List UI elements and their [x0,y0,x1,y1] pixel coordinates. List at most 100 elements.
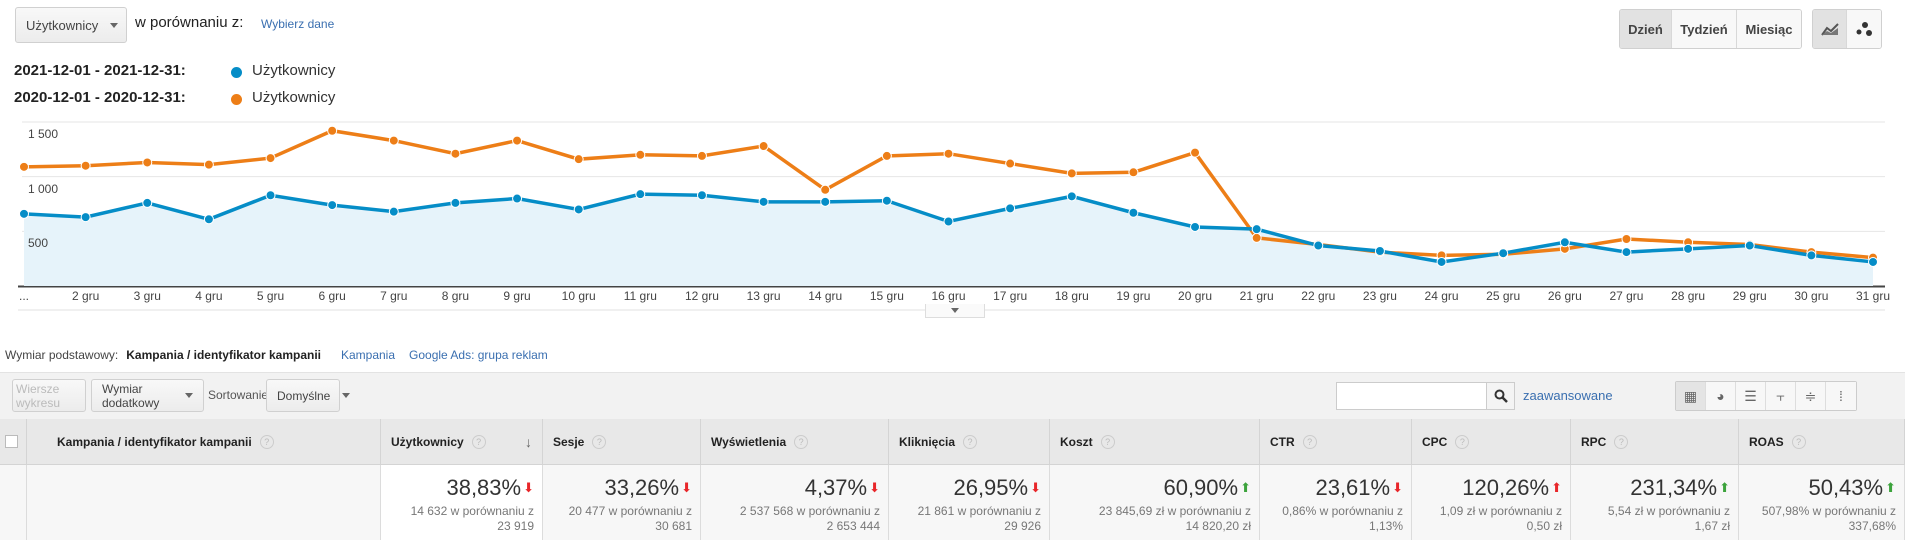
comparison-text: 5,54 zł w porównaniu z [1607,504,1730,518]
help-icon[interactable]: ? [1614,434,1629,449]
sort-select[interactable]: Domyślne [266,379,351,412]
data-point [820,184,831,195]
search-button[interactable] [1486,382,1515,410]
x-tick-label: 4 gru [195,289,223,303]
x-tick-label: 16 gru [931,289,966,303]
column-header-label: ROAS [1749,434,1784,449]
comparison-value: 1,13% [1368,519,1403,533]
data-point [943,148,954,159]
period-toggle: Dzień Tydzień Miesiąc [1619,9,1802,49]
data-point [512,135,523,146]
table-grid-icon[interactable]: ▦ [1676,382,1706,410]
compare-label: w porównaniu z: [135,14,244,31]
change-percent: 231,34% [1630,475,1718,500]
performance-bars-icon[interactable]: ☰ [1736,382,1766,410]
chevron-down-icon [110,22,119,28]
data-point [1190,147,1201,158]
pie-chart-icon[interactable]: ◕ [1706,382,1736,410]
help-icon[interactable]: ? [794,434,809,449]
data-point [1066,191,1077,202]
help-icon[interactable]: ? [471,434,486,449]
x-tick-label: 7 gru [380,289,408,303]
chart-type-toggle [1812,9,1882,49]
dimension-header[interactable]: Kampania / identyfikator kampanii? [27,419,381,465]
data-point [142,157,153,168]
column-header-ctr[interactable]: CTR? [1260,419,1412,465]
column-header-cpc[interactable]: CPC? [1412,419,1571,465]
table-search-input[interactable] [1336,382,1487,410]
choose-data-link[interactable]: Wybierz dane [261,17,335,31]
line-chart-icon[interactable] [1813,10,1847,48]
data-point [1498,248,1509,259]
select-all-checkbox[interactable] [5,435,18,448]
help-icon[interactable]: ? [259,434,274,449]
table-view-toggle: ▦ ◕ ☰ ⫟ ≑ ⁞ [1675,381,1857,411]
dimension-option-adgroup[interactable]: Google Ads: grupa reklam [409,348,548,362]
comparison-icon[interactable]: ⫟ [1766,382,1796,410]
column-header-uzytkownicy[interactable]: Użytkownicy? ↓ [381,419,543,465]
column-header-klikniecia[interactable]: Kliknięcia? [889,419,1050,465]
metric-select[interactable]: Użytkownicy [15,7,127,43]
data-point [1251,232,1262,243]
comparison-value: 2 653 444 [826,519,880,533]
period-month-button[interactable]: Miesiąc [1737,10,1801,48]
comparison-value: 0,50 zł [1526,519,1562,533]
comparison-text: 1,09 zł w porównaniu z [1439,504,1562,518]
legend-label-current: Użytkownicy [252,62,336,79]
arrow-down-icon: ⬇ [869,480,880,495]
sort-arrow-down-icon[interactable]: ↓ [525,433,532,450]
help-icon[interactable]: ? [1455,434,1470,449]
column-header-roas[interactable]: ROAS? [1739,419,1905,465]
arrow-up-icon: ⬆ [1551,480,1562,495]
column-header-label: Koszt [1060,434,1093,449]
y-tick-label: 1 000 [28,181,59,196]
x-tick-label: 9 gru [503,289,531,303]
help-icon[interactable]: ? [1302,434,1317,449]
pivot-icon[interactable]: ⁞ [1826,382,1856,410]
plot-rows-button[interactable]: Wiersze wykresu [12,379,86,412]
comparison-text: 21 861 w porównaniu z [917,504,1041,518]
legend-dot-orange-icon [231,94,242,105]
x-tick-label: 17 gru [993,289,1028,303]
motion-chart-icon[interactable] [1847,10,1881,48]
data-point [881,150,892,161]
change-percent: 33,26% [604,475,680,500]
x-tick-label: 31 gru [1855,289,1891,303]
advanced-filter-link[interactable]: zaawansowane [1523,388,1613,403]
column-header-label: RPC [1581,434,1607,449]
help-icon[interactable]: ? [963,434,978,449]
comparison-text: 14 632 w porównaniu z [410,504,534,518]
column-header-sesje[interactable]: Sesje? [543,419,701,465]
data-point [881,195,892,206]
term-cloud-icon[interactable]: ≑ [1796,382,1826,410]
help-icon[interactable]: ? [1791,434,1806,449]
legend-range-previous: 2020-12-01 - 2020-12-31: [14,89,186,106]
dimension-total-cell [27,465,381,540]
dimension-option-campaign[interactable]: Kampania [340,348,396,362]
x-tick-label: 24 gru [1424,289,1459,303]
data-point [450,197,461,208]
metric-total-cell: 231,34% ⬆ 5,54 zł w porównaniu z 1,67 zł [1571,465,1739,540]
comparison-text: 20 477 w porównaniu z [568,504,692,518]
data-point [1374,246,1385,257]
select-all-header [0,419,27,465]
secondary-dimension-select[interactable]: Wymiar dodatkowy [91,379,204,412]
data-point [327,125,338,136]
period-day-button[interactable]: Dzień [1620,10,1672,48]
help-icon[interactable]: ? [592,434,607,449]
x-tick-label: 6 gru [318,289,346,303]
period-week-button[interactable]: Tydzień [1672,10,1737,48]
legend-range-current: 2021-12-01 - 2021-12-31: [14,62,186,79]
data-point [1683,243,1694,254]
y-tick-label: 1 500 [28,127,59,141]
column-header-rpc[interactable]: RPC? [1571,419,1739,465]
x-tick-label: 19 gru [1116,289,1151,303]
data-point [19,161,29,172]
data-point [1005,158,1016,169]
column-header-wyswietlenia[interactable]: Wyświetlenia? [701,419,889,465]
metric-total-cell: 50,43% ⬆ 507,98% w porównaniu z 337,68% [1739,465,1905,540]
help-icon[interactable]: ? [1100,434,1115,449]
collapse-chart-button[interactable] [925,304,985,318]
column-header-koszt[interactable]: Koszt? [1050,419,1260,465]
x-tick-label: 21 gru [1239,289,1274,303]
